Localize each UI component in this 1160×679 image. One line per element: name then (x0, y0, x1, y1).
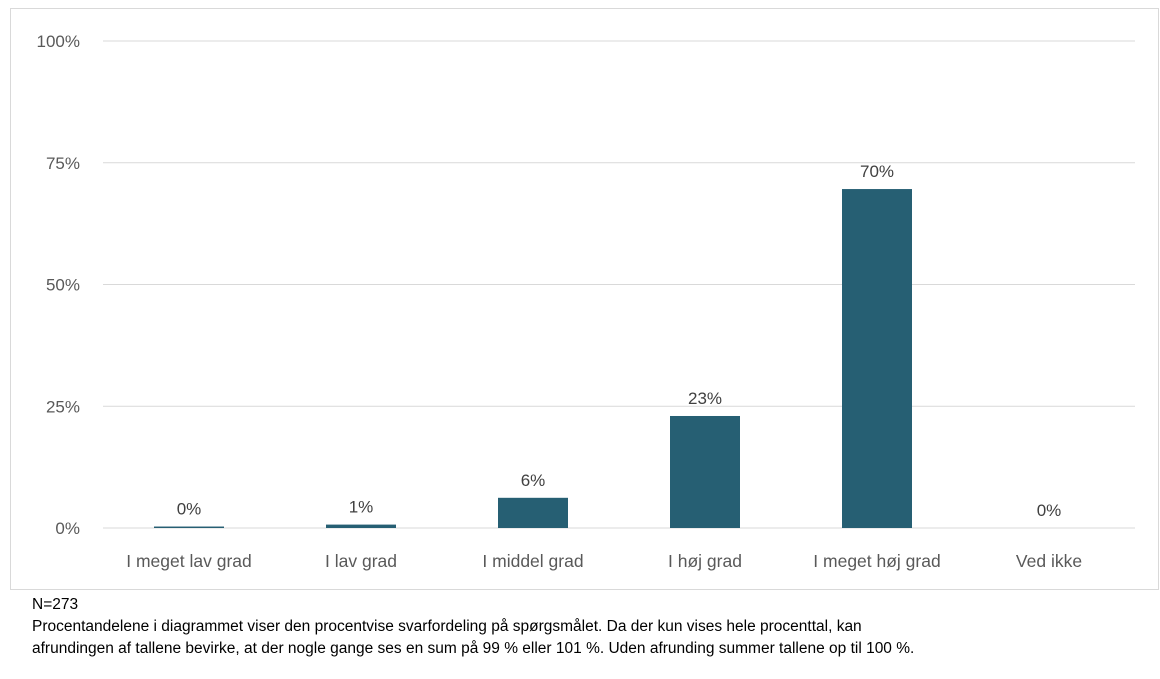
gridlines (103, 40, 1135, 529)
y-axis-tick-labels: 0% 25% 50% 75% 100% (37, 32, 80, 538)
x-tick-label: I meget høj grad (813, 551, 940, 571)
chart-notes: N=273 Procentandelene i diagrammet viser… (32, 594, 1152, 660)
bars (154, 189, 912, 528)
note-line-1: Procentandelene i diagrammet viser den p… (32, 618, 862, 635)
note-line-2: afrundingen af tallene bevirke, at der n… (32, 640, 915, 657)
bar (326, 524, 396, 528)
y-tick-label: 100% (37, 32, 80, 51)
data-label: 23% (688, 389, 722, 408)
bar (842, 189, 912, 528)
data-label: 0% (1037, 501, 1062, 520)
x-axis-tick-labels: I meget lav grad I lav grad I middel grad I… (126, 551, 1082, 571)
bar (670, 415, 740, 528)
y-tick-label: 25% (46, 397, 80, 416)
x-tick-label: I middel grad (482, 551, 583, 571)
x-tick-label: I meget lav grad (126, 551, 251, 571)
data-labels: 0% 1% 6% 23% 70% 0% (177, 162, 1062, 520)
x-tick-label: I lav grad (325, 551, 397, 571)
x-tick-label: I høj grad (668, 551, 742, 571)
bar (498, 497, 568, 528)
y-tick-label: 50% (46, 276, 80, 295)
data-label: 1% (349, 498, 374, 517)
y-tick-label: 75% (46, 154, 80, 173)
sample-size-label: N=273 (32, 596, 79, 613)
y-tick-label: 0% (55, 519, 80, 538)
chart-frame (10, 8, 1159, 590)
bar (154, 526, 224, 528)
data-label: 0% (177, 500, 202, 519)
x-tick-label: Ved ikke (1016, 551, 1082, 571)
bar-chart: 0% 25% 50% 75% 100% 0% 1% 6% 23% 70% 0% I meget l… (37, 32, 1135, 571)
data-label: 6% (521, 471, 546, 490)
data-label: 70% (860, 162, 894, 181)
